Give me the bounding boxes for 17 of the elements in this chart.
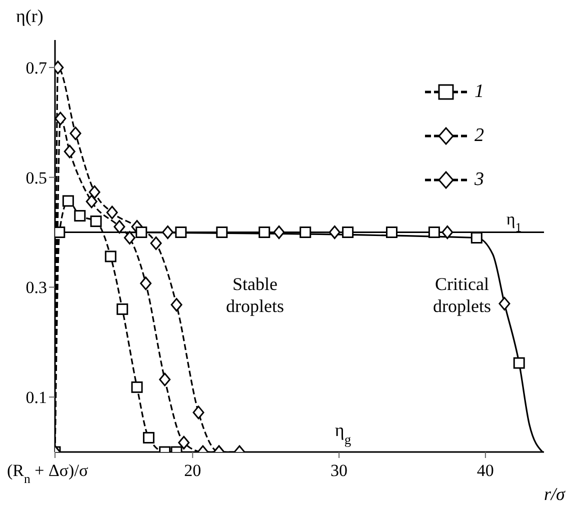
x-tick-label: 40 (476, 461, 494, 480)
x-tick-label: 20 (184, 461, 202, 480)
y-tick-label: 0.7 (26, 58, 48, 78)
legend-label: 2 (474, 125, 484, 147)
y-axis-title: η(r) (16, 6, 44, 26)
annotation: Stable droplets (226, 274, 284, 316)
legend-label: 3 (474, 169, 484, 191)
annotation: Critical droplets (433, 274, 491, 316)
y-tick-label: 0.1 (26, 388, 47, 408)
x-axis-title: r/σ (544, 484, 566, 504)
ref-line-label: η$_{1}$ (506, 209, 522, 234)
annotation: η$_{g}$ (334, 420, 352, 446)
y-tick-label: 0.3 (26, 278, 47, 298)
y-tick-label: 0.5 (26, 168, 47, 188)
x-tick-label: (R$_{n}$ + Δσ)/σ (7, 461, 88, 486)
x-tick-label: 30 (330, 461, 348, 480)
legend-label: 1 (474, 81, 484, 103)
